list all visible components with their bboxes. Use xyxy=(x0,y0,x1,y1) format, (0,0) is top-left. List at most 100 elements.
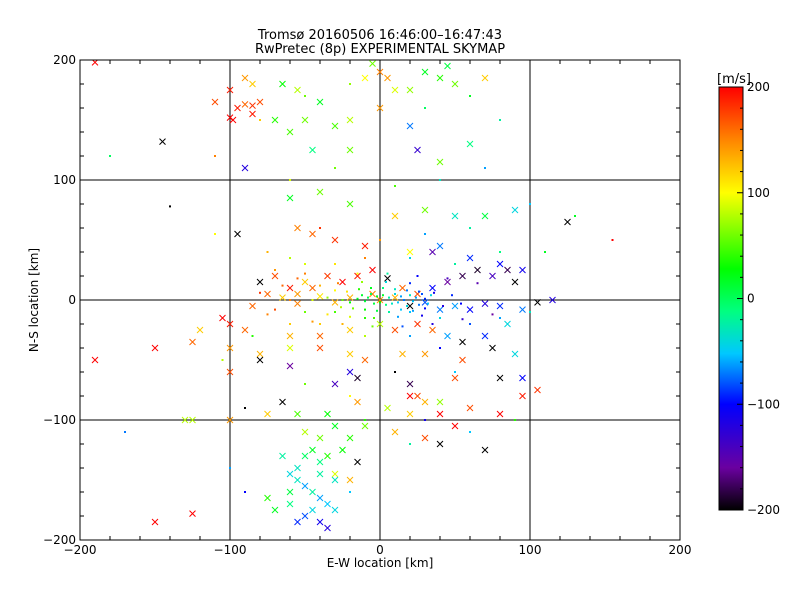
data-point-dot xyxy=(244,407,246,409)
data-point-x xyxy=(271,506,279,514)
data-point-x xyxy=(466,404,474,412)
data-point-dot xyxy=(427,302,429,305)
data-point-dot xyxy=(385,281,387,283)
data-point-x xyxy=(286,470,294,478)
data-point-dot xyxy=(364,335,366,337)
data-point-x xyxy=(309,488,316,496)
data-point-x xyxy=(271,116,279,124)
data-point-x xyxy=(489,272,496,280)
data-point-x xyxy=(519,392,526,400)
data-point-dot xyxy=(346,290,348,293)
data-point-dot xyxy=(370,293,372,295)
data-point-dot xyxy=(424,233,426,235)
data-point-x xyxy=(324,410,331,418)
data-point-x xyxy=(264,410,271,418)
data-point-dot xyxy=(611,239,614,241)
data-point-dot xyxy=(469,95,471,97)
data-point-x xyxy=(226,344,234,352)
data-point-x xyxy=(376,68,384,76)
data-point-x xyxy=(316,518,324,526)
data-point-x xyxy=(459,356,466,364)
data-point-dot xyxy=(469,431,471,433)
data-point-dot xyxy=(439,347,441,349)
x-axis-ticks: −200 −100 0 100 200 xyxy=(64,60,692,557)
data-point-dot xyxy=(388,296,390,299)
data-point-x xyxy=(361,356,369,364)
data-point-x xyxy=(519,306,526,313)
data-point-x xyxy=(511,278,519,286)
data-point-x xyxy=(346,116,354,124)
data-point-x xyxy=(229,116,237,124)
data-point-x xyxy=(444,62,451,70)
data-point-x xyxy=(331,470,339,478)
data-point-x xyxy=(196,326,204,334)
data-point-dot xyxy=(476,282,479,285)
data-point-dot xyxy=(349,83,351,85)
data-point-x xyxy=(316,494,324,502)
data-point-x xyxy=(294,224,301,232)
data-point-dot xyxy=(259,119,261,121)
data-point-dot xyxy=(409,282,411,285)
data-point-dot xyxy=(544,251,546,253)
data-point-x xyxy=(286,362,294,370)
data-point-x xyxy=(309,284,316,292)
data-point-dot xyxy=(109,155,111,157)
data-point-dot xyxy=(358,288,360,291)
y-tick-label: 0 xyxy=(68,293,76,307)
data-point-dot xyxy=(415,296,417,299)
y-tick-label: 200 xyxy=(53,53,76,67)
data-point-dot xyxy=(406,289,408,292)
data-point-dot xyxy=(326,313,329,316)
data-point-x xyxy=(286,488,294,496)
data-point-x xyxy=(406,380,414,388)
data-point-x xyxy=(451,302,459,310)
data-point-dot xyxy=(376,309,378,312)
data-point-x xyxy=(436,158,444,166)
data-point-x xyxy=(406,122,414,130)
data-point-x xyxy=(406,86,414,94)
data-point-x xyxy=(384,404,391,412)
x-tick-label: 0 xyxy=(376,543,384,557)
data-point-x xyxy=(436,440,444,448)
data-point-x xyxy=(331,299,339,306)
data-point-dot xyxy=(221,359,224,361)
data-point-dot xyxy=(364,257,366,259)
data-point-x xyxy=(241,164,249,172)
data-point-x xyxy=(234,104,241,112)
data-point-dot xyxy=(169,205,171,208)
data-point-dot xyxy=(259,291,261,294)
data-point-dot xyxy=(296,277,299,280)
data-point-x xyxy=(331,422,339,430)
data-point-dot xyxy=(469,227,471,229)
data-point-dot xyxy=(382,294,384,297)
data-point-x xyxy=(354,458,361,466)
data-point-dot xyxy=(304,383,306,385)
data-point-x xyxy=(481,300,489,307)
data-point-x xyxy=(331,236,339,244)
data-point-x xyxy=(376,296,384,304)
data-point-x xyxy=(549,296,556,304)
data-point-x xyxy=(534,299,541,306)
colorbar-label: [m/s] xyxy=(717,72,751,87)
data-point-x xyxy=(361,74,369,82)
data-point-x xyxy=(339,278,346,286)
data-point-dot xyxy=(382,287,384,289)
data-point-x xyxy=(286,128,294,136)
data-point-x xyxy=(564,218,571,226)
data-point-x xyxy=(226,86,234,94)
data-point-dot xyxy=(373,317,375,319)
colorbar-tick-label: −100 xyxy=(747,397,780,411)
data-point-dot xyxy=(442,305,444,307)
data-point-x xyxy=(421,206,429,214)
data-point-dot xyxy=(412,300,414,303)
data-point-dot xyxy=(409,257,411,259)
data-point-x xyxy=(421,398,429,406)
data-point-x xyxy=(429,248,436,256)
data-point-dot xyxy=(334,263,336,265)
data-point-dot xyxy=(421,293,423,295)
data-point-dot xyxy=(424,297,426,300)
data-point-x xyxy=(301,482,309,490)
x-tick-label: 200 xyxy=(669,543,692,557)
data-point-x xyxy=(241,74,249,82)
data-point-x xyxy=(331,380,339,388)
